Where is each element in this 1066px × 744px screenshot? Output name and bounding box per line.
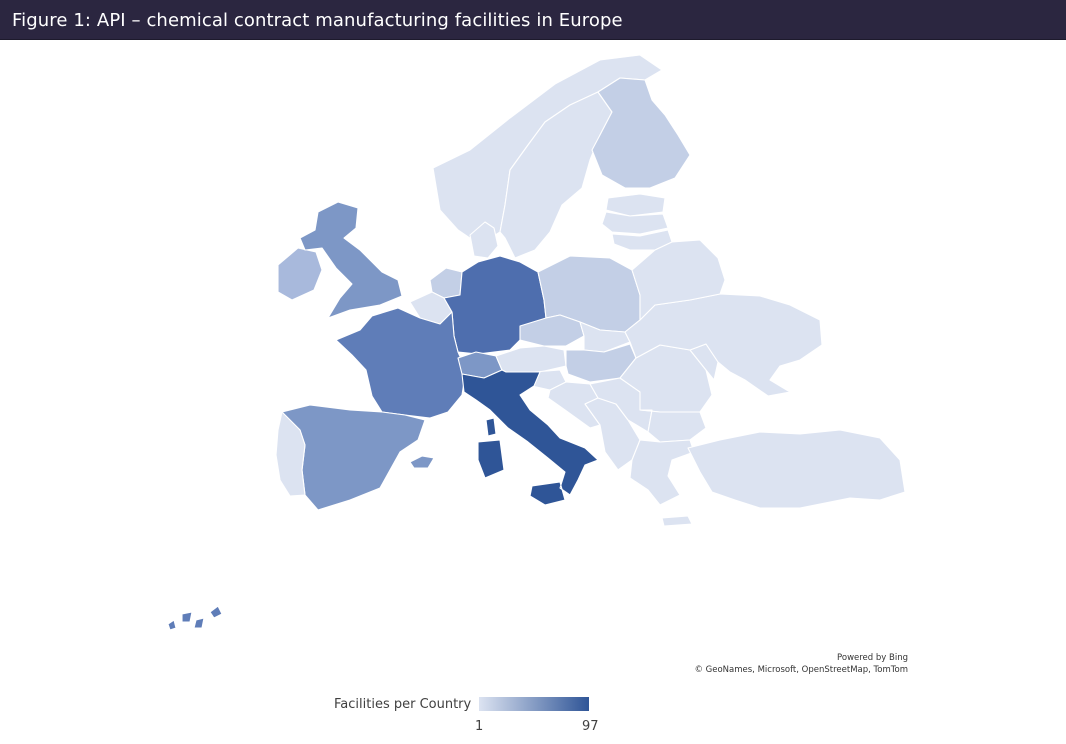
region-sweden: [499, 91, 613, 259]
region-spain: [281, 404, 435, 511]
legend-gradient-bar: [479, 697, 589, 711]
region-italy: [461, 369, 599, 506]
region-ukraine: [624, 293, 823, 397]
attribution-sources: © GeoNames, Microsoft, OpenStreetMap, To…: [694, 665, 908, 675]
region-finland: [591, 77, 691, 189]
region-united-kingdom: [299, 201, 403, 319]
region-belarus: [631, 239, 726, 321]
legend-min-value: 1: [475, 719, 484, 734]
region-turkey: [687, 429, 906, 509]
region-ireland: [277, 247, 323, 301]
region-slovakia: [579, 321, 631, 353]
region-greece: [629, 439, 695, 527]
region-portugal: [275, 411, 306, 497]
attribution-powered-by: Powered by Bing: [837, 653, 908, 663]
region-latvia: [601, 211, 669, 235]
legend-label: Facilities per Country: [334, 697, 472, 712]
region-canary-islands: [167, 605, 223, 631]
figure-title-bar: Figure 1: API – chemical contract manufa…: [0, 0, 1066, 40]
region-estonia: [605, 193, 666, 217]
europe-choropleth-map: [167, 54, 906, 631]
legend-max-value: 97: [582, 719, 599, 734]
region-denmark: [469, 221, 499, 259]
figure-title: Figure 1: API – chemical contract manufa…: [12, 10, 623, 31]
map-attribution: Powered by Bing © GeoNames, Microsoft, O…: [694, 652, 908, 676]
region-france: [335, 307, 467, 419]
